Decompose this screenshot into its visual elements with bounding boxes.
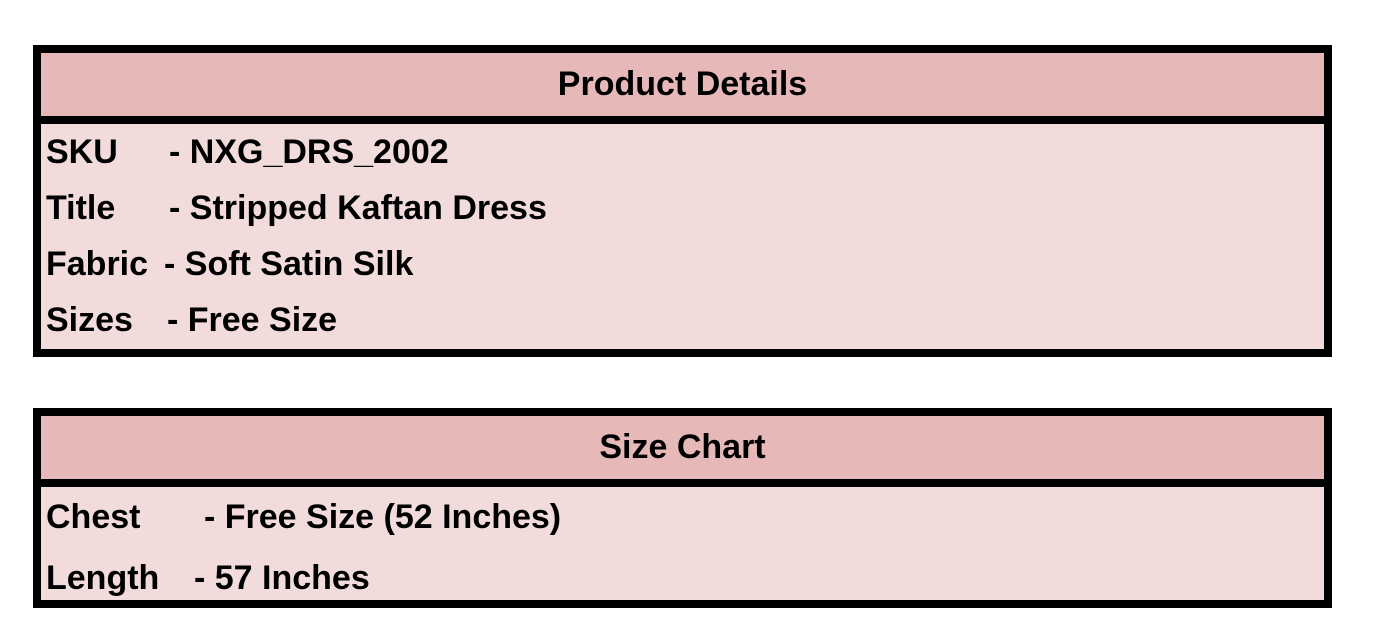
row-value: - 57 Inches <box>194 559 370 597</box>
size-chart-table: Size Chart Chest - Free Size (52 Inches) … <box>33 408 1332 608</box>
row-value: - Soft Satin Silk <box>164 244 414 283</box>
row-label: SKU <box>46 132 118 171</box>
chest-row: Chest - Free Size (52 Inches) <box>41 487 1324 548</box>
row-value: - Stripped Kaftan Dress <box>169 188 547 227</box>
row-label: Title <box>46 188 116 227</box>
title-row: Title - Stripped Kaftan Dress <box>41 180 1324 236</box>
row-label: Fabric <box>46 244 149 283</box>
length-row: Length - 57 Inches <box>41 548 1324 609</box>
fabric-row: Fabric - Soft Satin Silk <box>41 236 1324 292</box>
row-value: - NXG_DRS_2002 <box>169 132 449 171</box>
row-value: - Free Size (52 Inches) <box>204 498 562 536</box>
row-value: - Free Size <box>167 300 338 339</box>
sku-row: SKU - NXG_DRS_2002 <box>41 124 1324 180</box>
row-label: Sizes <box>46 300 133 339</box>
size-chart-header: Size Chart <box>41 416 1324 487</box>
row-label: Chest <box>46 498 141 536</box>
product-details-table: Product Details SKU - NXG_DRS_2002 Title -… <box>33 45 1332 357</box>
product-details-header: Product Details <box>41 53 1324 124</box>
sizes-row: Sizes - Free Size <box>41 292 1324 348</box>
row-label: Length <box>46 559 160 597</box>
